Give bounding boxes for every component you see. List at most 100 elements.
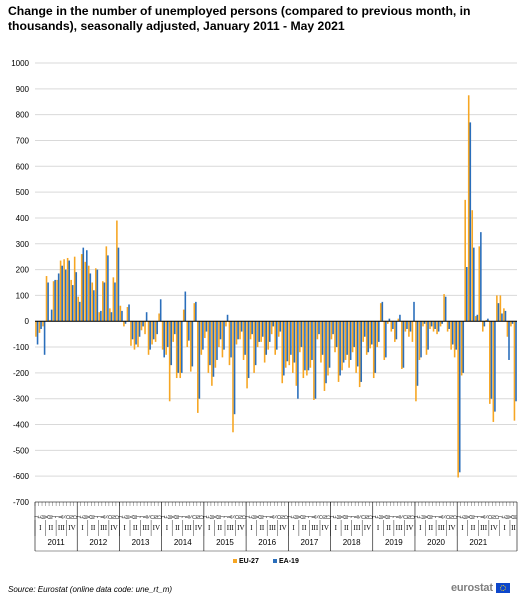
x-month-label: F: [460, 515, 466, 518]
x-month-label: J: [347, 515, 353, 518]
bar-ea19: [448, 321, 450, 329]
bar-eu27: [242, 321, 245, 360]
bar-eu27: [102, 281, 104, 322]
bar-eu27: [126, 307, 129, 322]
x-quarter-label: I: [377, 524, 380, 532]
bar-eu27: [137, 321, 139, 348]
x-month-label: S: [485, 515, 491, 519]
bar-ea19: [272, 321, 275, 327]
x-month-label: M: [379, 515, 385, 519]
x-month-label: J: [390, 515, 396, 518]
legend-swatch: [233, 559, 237, 563]
bar-ea19: [240, 321, 243, 332]
bar-eu27: [175, 321, 178, 379]
bar-eu27: [270, 321, 273, 335]
bar-eu27: [182, 309, 185, 322]
x-quarter-label: III: [58, 524, 66, 532]
bar-eu27: [397, 318, 400, 322]
bar-eu27: [284, 321, 287, 368]
bar-ea19: [416, 321, 419, 386]
bar-eu27: [457, 321, 459, 478]
x-month-label: O: [150, 515, 156, 519]
bar-ea19: [258, 321, 260, 342]
bar-eu27: [63, 259, 65, 322]
x-month-label: A: [425, 515, 431, 519]
bar-eu27: [66, 257, 69, 322]
x-month-label: A: [354, 515, 360, 519]
x-month-label: J: [393, 515, 399, 518]
x-month-label: J: [203, 515, 209, 518]
bar-ea19: [395, 321, 398, 340]
y-tick-label: 400: [16, 214, 30, 223]
x-month-label: J: [136, 515, 142, 518]
bar-ea19: [483, 321, 486, 327]
x-quarter-label: II: [344, 524, 349, 532]
x-month-label: S: [358, 515, 364, 519]
bar-ea19: [75, 272, 78, 322]
x-month-label: F: [122, 515, 128, 518]
x-quarter-label: I: [166, 524, 169, 532]
x-month-label: M: [84, 515, 90, 519]
bar-ea19: [346, 321, 348, 355]
x-month-label: O: [361, 515, 367, 519]
bar-eu27: [306, 321, 308, 376]
x-month-label: N: [238, 515, 244, 519]
bar-eu27: [189, 321, 192, 372]
x-month-label: F: [333, 515, 339, 518]
x-quarter-label: I: [39, 524, 42, 532]
bar-eu27: [207, 321, 210, 373]
x-quarter-label: IV: [279, 524, 286, 532]
bar-ea19: [444, 296, 447, 322]
bar-ea19: [131, 321, 134, 340]
x-month-label: N: [365, 515, 371, 519]
x-month-label: A: [397, 515, 403, 519]
y-tick-label: 0: [25, 317, 30, 326]
bar-ea19: [103, 282, 106, 322]
x-quarter-label: III: [227, 524, 235, 532]
x-month-label: N: [449, 515, 455, 519]
x-month-label: O: [404, 515, 410, 519]
x-month-label: J: [179, 515, 185, 518]
x-month-label: F: [418, 515, 424, 518]
bar-eu27: [489, 321, 491, 404]
y-tick-label: -100: [13, 343, 30, 352]
x-month-label: A: [59, 515, 65, 519]
bar-eu27: [464, 199, 466, 322]
x-month-label: D: [242, 515, 248, 519]
bar-ea19: [406, 321, 408, 329]
bar-ea19: [159, 299, 162, 322]
x-month-label: F: [249, 515, 255, 518]
bar-ea19: [114, 282, 116, 322]
bar-eu27: [140, 321, 143, 331]
bar-ea19: [279, 321, 282, 332]
bar-ea19: [473, 247, 475, 322]
bar-eu27: [225, 321, 227, 327]
bar-eu27: [249, 321, 252, 340]
x-quarter-label: I: [81, 524, 84, 532]
bar-eu27: [80, 254, 83, 322]
x-quarter-label: II: [217, 524, 222, 532]
x-year-label: 2019: [385, 538, 403, 547]
x-month-label: J: [55, 515, 61, 518]
bar-eu27: [376, 321, 379, 348]
bar-ea19: [40, 321, 42, 329]
x-month-label: J: [432, 515, 438, 518]
x-month-label: N: [492, 515, 498, 519]
bar-eu27: [422, 321, 424, 327]
bar-ea19: [342, 321, 345, 363]
x-quarter-label: IV: [406, 524, 413, 532]
bar-ea19: [61, 265, 63, 322]
x-year-label: 2020: [427, 538, 445, 547]
bar-eu27: [334, 321, 336, 353]
bar-ea19: [212, 321, 215, 377]
bar-eu27: [263, 321, 266, 363]
x-month-label: M: [471, 515, 477, 519]
bar-ea19: [367, 321, 370, 353]
bar-eu27: [123, 321, 125, 327]
x-month-label: D: [326, 515, 332, 519]
bar-eu27: [429, 321, 431, 329]
x-month-label: F: [207, 515, 213, 518]
bar-ea19: [36, 321, 39, 345]
bar-ea19: [50, 309, 53, 322]
